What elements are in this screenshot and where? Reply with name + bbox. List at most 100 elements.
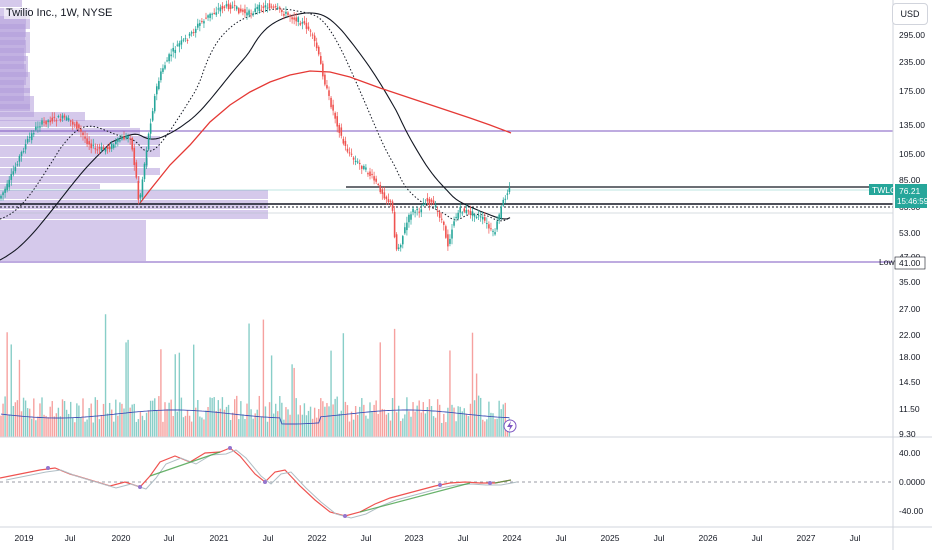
volume-bar — [164, 402, 166, 437]
volume-bar — [445, 422, 447, 437]
time-axis-label: Jul — [164, 533, 175, 543]
volume-bar — [108, 402, 111, 437]
candle-body — [268, 3, 271, 9]
symbol-title[interactable]: Twilio Inc., 1W, NYSE — [4, 7, 115, 19]
candle-body — [260, 9, 263, 11]
volume-bar — [190, 421, 193, 437]
candle-body — [168, 54, 170, 62]
candle-body — [88, 141, 90, 145]
candle-body — [78, 124, 80, 129]
candle-body — [100, 147, 103, 151]
volume-bar — [94, 397, 96, 437]
volume-bar — [84, 421, 86, 437]
candle-body — [213, 13, 215, 15]
volume-bar — [111, 409, 113, 437]
volume-bar — [8, 414, 10, 437]
candle-body — [324, 74, 326, 85]
volume-bar — [242, 414, 244, 437]
volume-bar — [92, 422, 94, 437]
candle-body — [153, 96, 156, 112]
price-axis[interactable]: 295.00235.00175.00135.00105.0085.0063.00… — [899, 30, 925, 439]
volume-bar — [365, 415, 367, 437]
candle-body — [266, 7, 269, 9]
volume-profile-row — [0, 176, 140, 183]
time-axis-label: Jul — [361, 533, 372, 543]
volume-bar — [80, 417, 82, 437]
volume-bar — [184, 415, 187, 437]
candle-body — [131, 138, 133, 150]
candle-body — [475, 216, 478, 218]
volume-bar — [76, 403, 78, 437]
volume-bar — [477, 395, 480, 437]
candle-body — [45, 121, 47, 125]
volume-bar — [172, 416, 174, 437]
oscillator-cross-marker — [488, 481, 492, 485]
candle-body — [209, 13, 211, 18]
candle-body — [139, 194, 142, 198]
time-axis[interactable]: 2019 Jul 2020 Jul 2021 Jul 2022 Jul 2023 Jul 2024 J… — [15, 533, 861, 543]
candle-body — [170, 54, 172, 57]
volume-bar — [205, 410, 207, 437]
oscillator-pane — [0, 446, 893, 519]
volume-profile-row — [0, 184, 100, 189]
volume-bar — [20, 411, 23, 437]
candle-body — [172, 47, 174, 52]
volume-bar — [434, 417, 437, 437]
candle-body — [110, 143, 113, 149]
time-axis-label: 2023 — [405, 533, 424, 543]
candle-body — [53, 116, 56, 118]
candle-body — [190, 32, 193, 34]
lightning-icon[interactable] — [503, 419, 517, 433]
candle-body — [369, 171, 371, 176]
candle-body — [39, 126, 41, 128]
volume-bar — [234, 399, 236, 437]
volume-bar — [74, 422, 76, 437]
candle-body — [418, 211, 420, 213]
candle-body — [443, 221, 445, 225]
volume-bar — [496, 418, 498, 437]
candle-body — [164, 65, 166, 69]
candle-body — [506, 193, 509, 195]
volume-bar — [455, 421, 457, 437]
price-axis-tick: 295.00 — [899, 30, 925, 40]
volume-bar — [385, 414, 388, 437]
candle-body — [330, 97, 332, 108]
candle-body — [408, 214, 410, 223]
volume-bar — [307, 410, 310, 437]
oscillator-axis-tick: -40.00 — [899, 506, 923, 516]
candle-body — [80, 129, 82, 132]
currency-button[interactable]: USD — [892, 3, 928, 25]
oscillator-axis[interactable]: 40.00 0.0000 -40.00 — [899, 448, 925, 516]
volume-bar — [162, 421, 164, 437]
candle-body — [305, 22, 308, 29]
candle-body — [156, 86, 158, 95]
price-axis-tick: 22.00 — [899, 330, 921, 340]
volume-bar — [168, 402, 170, 437]
time-axis-label: Jul — [556, 533, 567, 543]
candle-body — [254, 8, 256, 12]
volume-bar — [246, 403, 248, 437]
candle-body — [326, 85, 328, 89]
volume-bar — [395, 412, 398, 437]
volume-bar — [90, 403, 92, 437]
volume-bar — [96, 399, 99, 437]
candle-body — [453, 221, 455, 226]
moving-averages — [0, 8, 512, 261]
symbol-label: TWLO — [872, 185, 897, 195]
volume-profile-row — [0, 210, 268, 219]
low-tag: Low 41.00 — [879, 256, 926, 270]
volume-bar — [451, 404, 453, 437]
volume-bar — [26, 408, 29, 437]
candle-body — [242, 9, 244, 12]
volume-bar — [256, 409, 258, 437]
candle-body — [387, 199, 390, 202]
volume-bar — [313, 407, 316, 437]
candle-body — [143, 163, 146, 180]
candle-body — [307, 26, 310, 30]
time-axis-label: Jul — [752, 533, 763, 543]
time-axis-label: 2021 — [210, 533, 229, 543]
volume-bar — [334, 398, 336, 437]
candle-body — [356, 161, 359, 163]
volume-bar — [283, 419, 285, 437]
